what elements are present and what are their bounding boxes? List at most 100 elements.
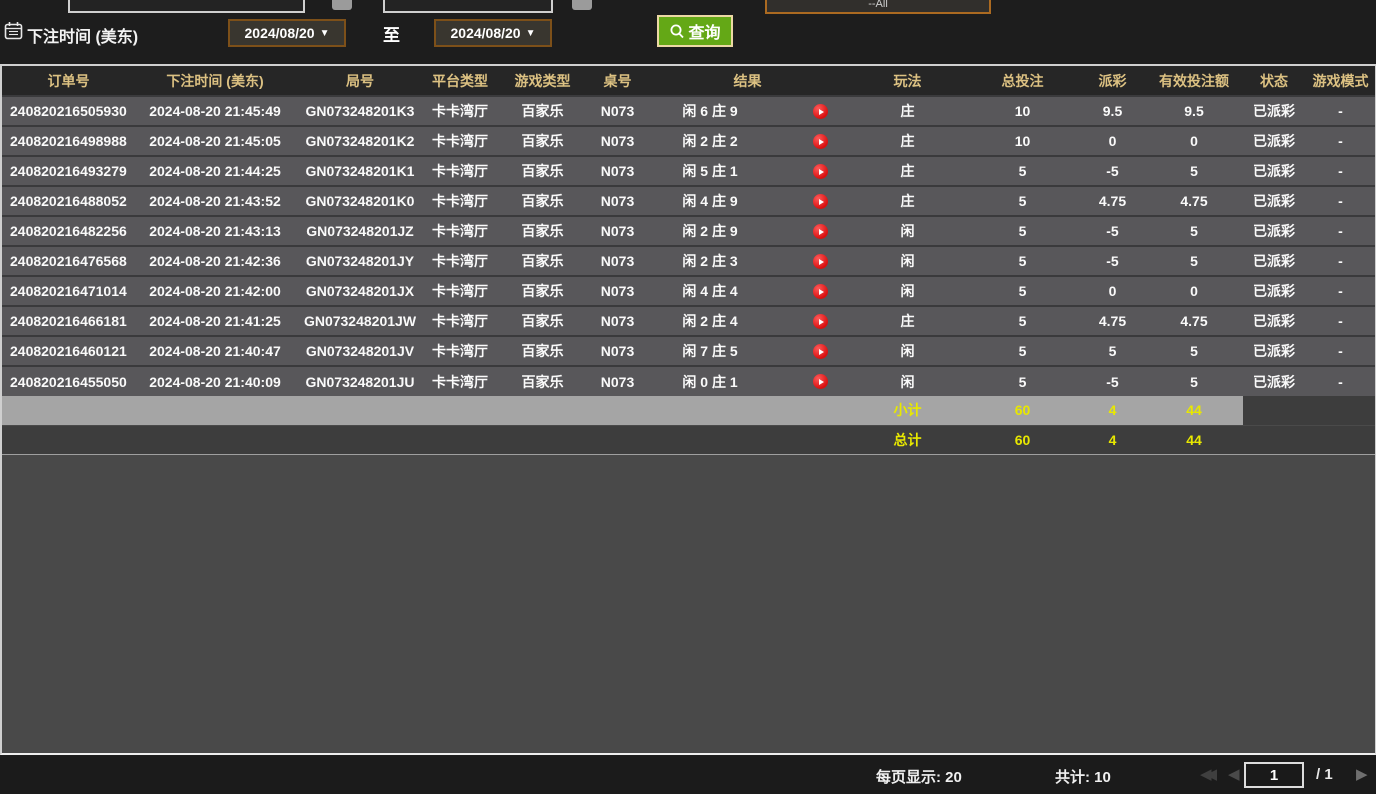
date-to-value: 2024/08/20 — [450, 25, 521, 41]
play-replay-icon[interactable] — [813, 164, 828, 179]
cell-payout: -5 — [1080, 215, 1145, 246]
cell-result: 闲 5 庄 1 — [645, 155, 850, 186]
play-replay-icon[interactable] — [813, 194, 828, 209]
cell-round-no: GN073248201JU — [295, 365, 425, 396]
cell-valid-bet: 5 — [1145, 335, 1243, 366]
per-page-label: 每页显示: 20 — [876, 769, 962, 786]
cell-round-no: GN073248201K1 — [295, 155, 425, 186]
cell-order-no: 240820216482256 — [2, 215, 135, 246]
cell-game-mode: - — [1305, 155, 1375, 186]
cell-platform: 卡卡湾厅 — [425, 125, 495, 156]
cell-game-type: 百家乐 — [495, 365, 590, 396]
cell-table-no: N073 — [590, 125, 645, 156]
divider — [2, 454, 1375, 455]
first-page-button[interactable]: ◀◀ — [1200, 766, 1217, 783]
date-to-select[interactable]: 2024/08/20 ▼ — [434, 19, 552, 47]
next-page-button[interactable]: ▶ — [1356, 766, 1368, 783]
cell-total-bet: 5 — [965, 305, 1080, 336]
cell-status: 已派彩 — [1243, 185, 1305, 216]
cell-platform: 卡卡湾厅 — [425, 215, 495, 246]
cell-game-mode: - — [1305, 335, 1375, 366]
cell-valid-bet: 5 — [1145, 215, 1243, 246]
date-from-value: 2024/08/20 — [244, 25, 315, 41]
cell-bet-time: 2024-08-20 21:42:00 — [135, 275, 295, 306]
play-replay-icon[interactable] — [813, 344, 828, 359]
cell-result: 闲 0 庄 1 — [645, 365, 850, 396]
cell-platform: 卡卡湾厅 — [425, 305, 495, 336]
cell-game-mode: - — [1305, 215, 1375, 246]
total-total-bet: 60 — [965, 424, 1080, 454]
filter-dropdown[interactable]: --All — [765, 0, 991, 14]
cell-status: 已派彩 — [1243, 245, 1305, 276]
cell-play: 庄 — [850, 185, 965, 216]
cell-play: 闲 — [850, 335, 965, 366]
cell-bet-time: 2024-08-20 21:44:25 — [135, 155, 295, 186]
secondary-input[interactable] — [383, 0, 553, 13]
search-icon — [669, 23, 686, 40]
cell-table-no: N073 — [590, 365, 645, 396]
prev-page-button[interactable]: ◀ — [1228, 766, 1240, 783]
play-replay-icon[interactable] — [813, 224, 828, 239]
table-row: 240820216493279 2024-08-20 21:44:25 GN07… — [2, 155, 1375, 186]
cell-play: 闲 — [850, 215, 965, 246]
cell-payout: 4.75 — [1080, 305, 1145, 336]
cell-play: 庄 — [850, 155, 965, 186]
search-input[interactable] — [68, 0, 305, 13]
cell-total-bet: 10 — [965, 125, 1080, 156]
cell-table-no: N073 — [590, 335, 645, 366]
cell-valid-bet: 4.75 — [1145, 305, 1243, 336]
cell-game-type: 百家乐 — [495, 95, 590, 126]
query-button[interactable]: 查询 — [657, 15, 733, 47]
cell-game-type: 百家乐 — [495, 215, 590, 246]
cell-payout: -5 — [1080, 365, 1145, 396]
cell-order-no: 240820216466181 — [2, 305, 135, 336]
total-spacer — [2, 424, 850, 454]
cell-valid-bet: 5 — [1145, 365, 1243, 396]
col-result: 结果 — [645, 66, 850, 96]
cell-round-no: GN073248201JY — [295, 245, 425, 276]
cell-round-no: GN073248201JV — [295, 335, 425, 366]
cell-order-no: 240820216460121 — [2, 335, 135, 366]
cell-platform: 卡卡湾厅 — [425, 245, 495, 276]
play-replay-icon[interactable] — [813, 314, 828, 329]
play-replay-icon[interactable] — [813, 104, 828, 119]
col-round-no: 局号 — [295, 66, 425, 96]
cell-play: 闲 — [850, 245, 965, 276]
query-button-label: 查询 — [688, 25, 721, 42]
total-label: 总计 — [850, 424, 965, 454]
play-replay-icon[interactable] — [813, 254, 828, 269]
input-addon-icon[interactable] — [332, 0, 352, 10]
cell-total-bet: 5 — [965, 155, 1080, 186]
table-row: 240820216455050 2024-08-20 21:40:09 GN07… — [2, 365, 1375, 396]
cell-total-bet: 5 — [965, 335, 1080, 366]
play-replay-icon[interactable] — [813, 284, 828, 299]
result-text: 闲 7 庄 5 — [682, 343, 738, 359]
cell-bet-time: 2024-08-20 21:42:36 — [135, 245, 295, 276]
col-status: 状态 — [1243, 66, 1305, 96]
chevron-down-icon: ▼ — [319, 27, 330, 39]
play-replay-icon[interactable] — [813, 134, 828, 149]
cell-result: 闲 7 庄 5 — [645, 335, 850, 366]
cell-payout: 0 — [1080, 275, 1145, 306]
cell-result: 闲 2 庄 4 — [645, 305, 850, 336]
col-platform: 平台类型 — [425, 66, 495, 96]
cell-platform: 卡卡湾厅 — [425, 335, 495, 366]
input-addon-icon[interactable] — [572, 0, 592, 10]
page-total-label: / 1 — [1316, 766, 1333, 783]
date-from-select[interactable]: 2024/08/20 ▼ — [228, 19, 346, 47]
page-number-input[interactable] — [1244, 762, 1304, 788]
result-text: 闲 2 庄 9 — [682, 223, 738, 239]
cell-game-type: 百家乐 — [495, 125, 590, 156]
cell-game-mode: - — [1305, 245, 1375, 276]
result-text: 闲 2 庄 2 — [682, 133, 738, 149]
table-row: 240820216466181 2024-08-20 21:41:25 GN07… — [2, 305, 1375, 336]
cell-table-no: N073 — [590, 245, 645, 276]
cell-status: 已派彩 — [1243, 215, 1305, 246]
cell-game-mode: - — [1305, 185, 1375, 216]
cell-valid-bet: 5 — [1145, 155, 1243, 186]
cell-result: 闲 6 庄 9 — [645, 95, 850, 126]
cell-payout: -5 — [1080, 245, 1145, 276]
cell-game-type: 百家乐 — [495, 275, 590, 306]
play-replay-icon[interactable] — [813, 374, 828, 389]
table-row: 240820216488052 2024-08-20 21:43:52 GN07… — [2, 185, 1375, 216]
